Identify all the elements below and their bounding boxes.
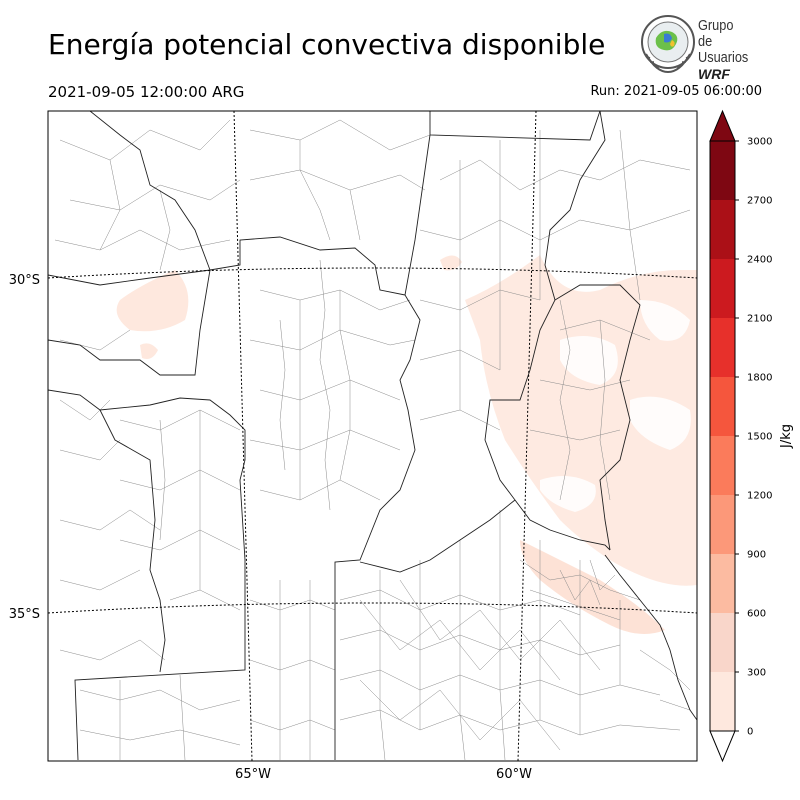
lat-label-35s: 35°S (9, 607, 40, 622)
colorbar-segment (710, 259, 735, 318)
colorbar-segment (710, 377, 735, 436)
map-frame (47, 110, 698, 762)
colorbar-segment (710, 318, 735, 377)
lat-label-30s: 30°S (9, 273, 40, 288)
colorbar-frame (709, 140, 736, 732)
colorbar-tick-label: 300 (747, 668, 766, 679)
colorbar-segment (710, 672, 735, 731)
colorbar-tick-label: 2400 (747, 255, 772, 266)
lon-label-65w: 65°W (235, 767, 271, 782)
colorbar-tick-label: 2700 (747, 196, 772, 207)
colorbar: 0 300 600 900 1200 1500 1800 2100 2400 2700 3000 (709, 109, 772, 763)
colorbar-tick-label: 3000 (747, 137, 772, 148)
lon-label-60w: 60°W (496, 767, 532, 782)
colorbar-tick-label: 1500 (747, 432, 772, 443)
province-boundaries (48, 111, 697, 761)
map-title: Energía potencial convectiva disponible (48, 28, 606, 61)
colorbar-tick-label: 2100 (747, 314, 772, 325)
logo-line-3: WRF (698, 66, 730, 82)
colorbar-segment (710, 495, 735, 554)
colorbar-extend-max (709, 109, 736, 142)
colorbar-extend-min (709, 730, 736, 763)
colorbar-tick-label: 600 (747, 609, 766, 620)
colorbar-tick-label: 900 (747, 550, 766, 561)
department-boundaries (54, 119, 691, 761)
logo-line-1: Grupo de (698, 17, 734, 50)
colorbar-segment (710, 436, 735, 495)
colorbar-segment (710, 613, 735, 672)
colorbar-segment (710, 200, 735, 259)
run-time: Run: 2021-09-05 06:00:00 (590, 84, 762, 99)
colorbar-label: J/kg (779, 424, 794, 449)
colorbar-tick-label: 1200 (747, 491, 772, 502)
logo-line-2: Usuarios (698, 49, 749, 66)
colorbar-segment (710, 554, 735, 613)
colorbar-segment (710, 141, 735, 200)
cape-shading (116, 255, 697, 634)
colorbar-tick-label: 1800 (747, 373, 772, 384)
graticule (48, 111, 697, 761)
valid-time: 2021-09-05 12:00:00 ARG (48, 83, 245, 101)
colorbar-tick-label: 0 (747, 727, 753, 738)
grupo-wrf-logo: Grupo de Usuarios WRF (638, 14, 758, 82)
globe-emblem-icon (641, 15, 695, 74)
